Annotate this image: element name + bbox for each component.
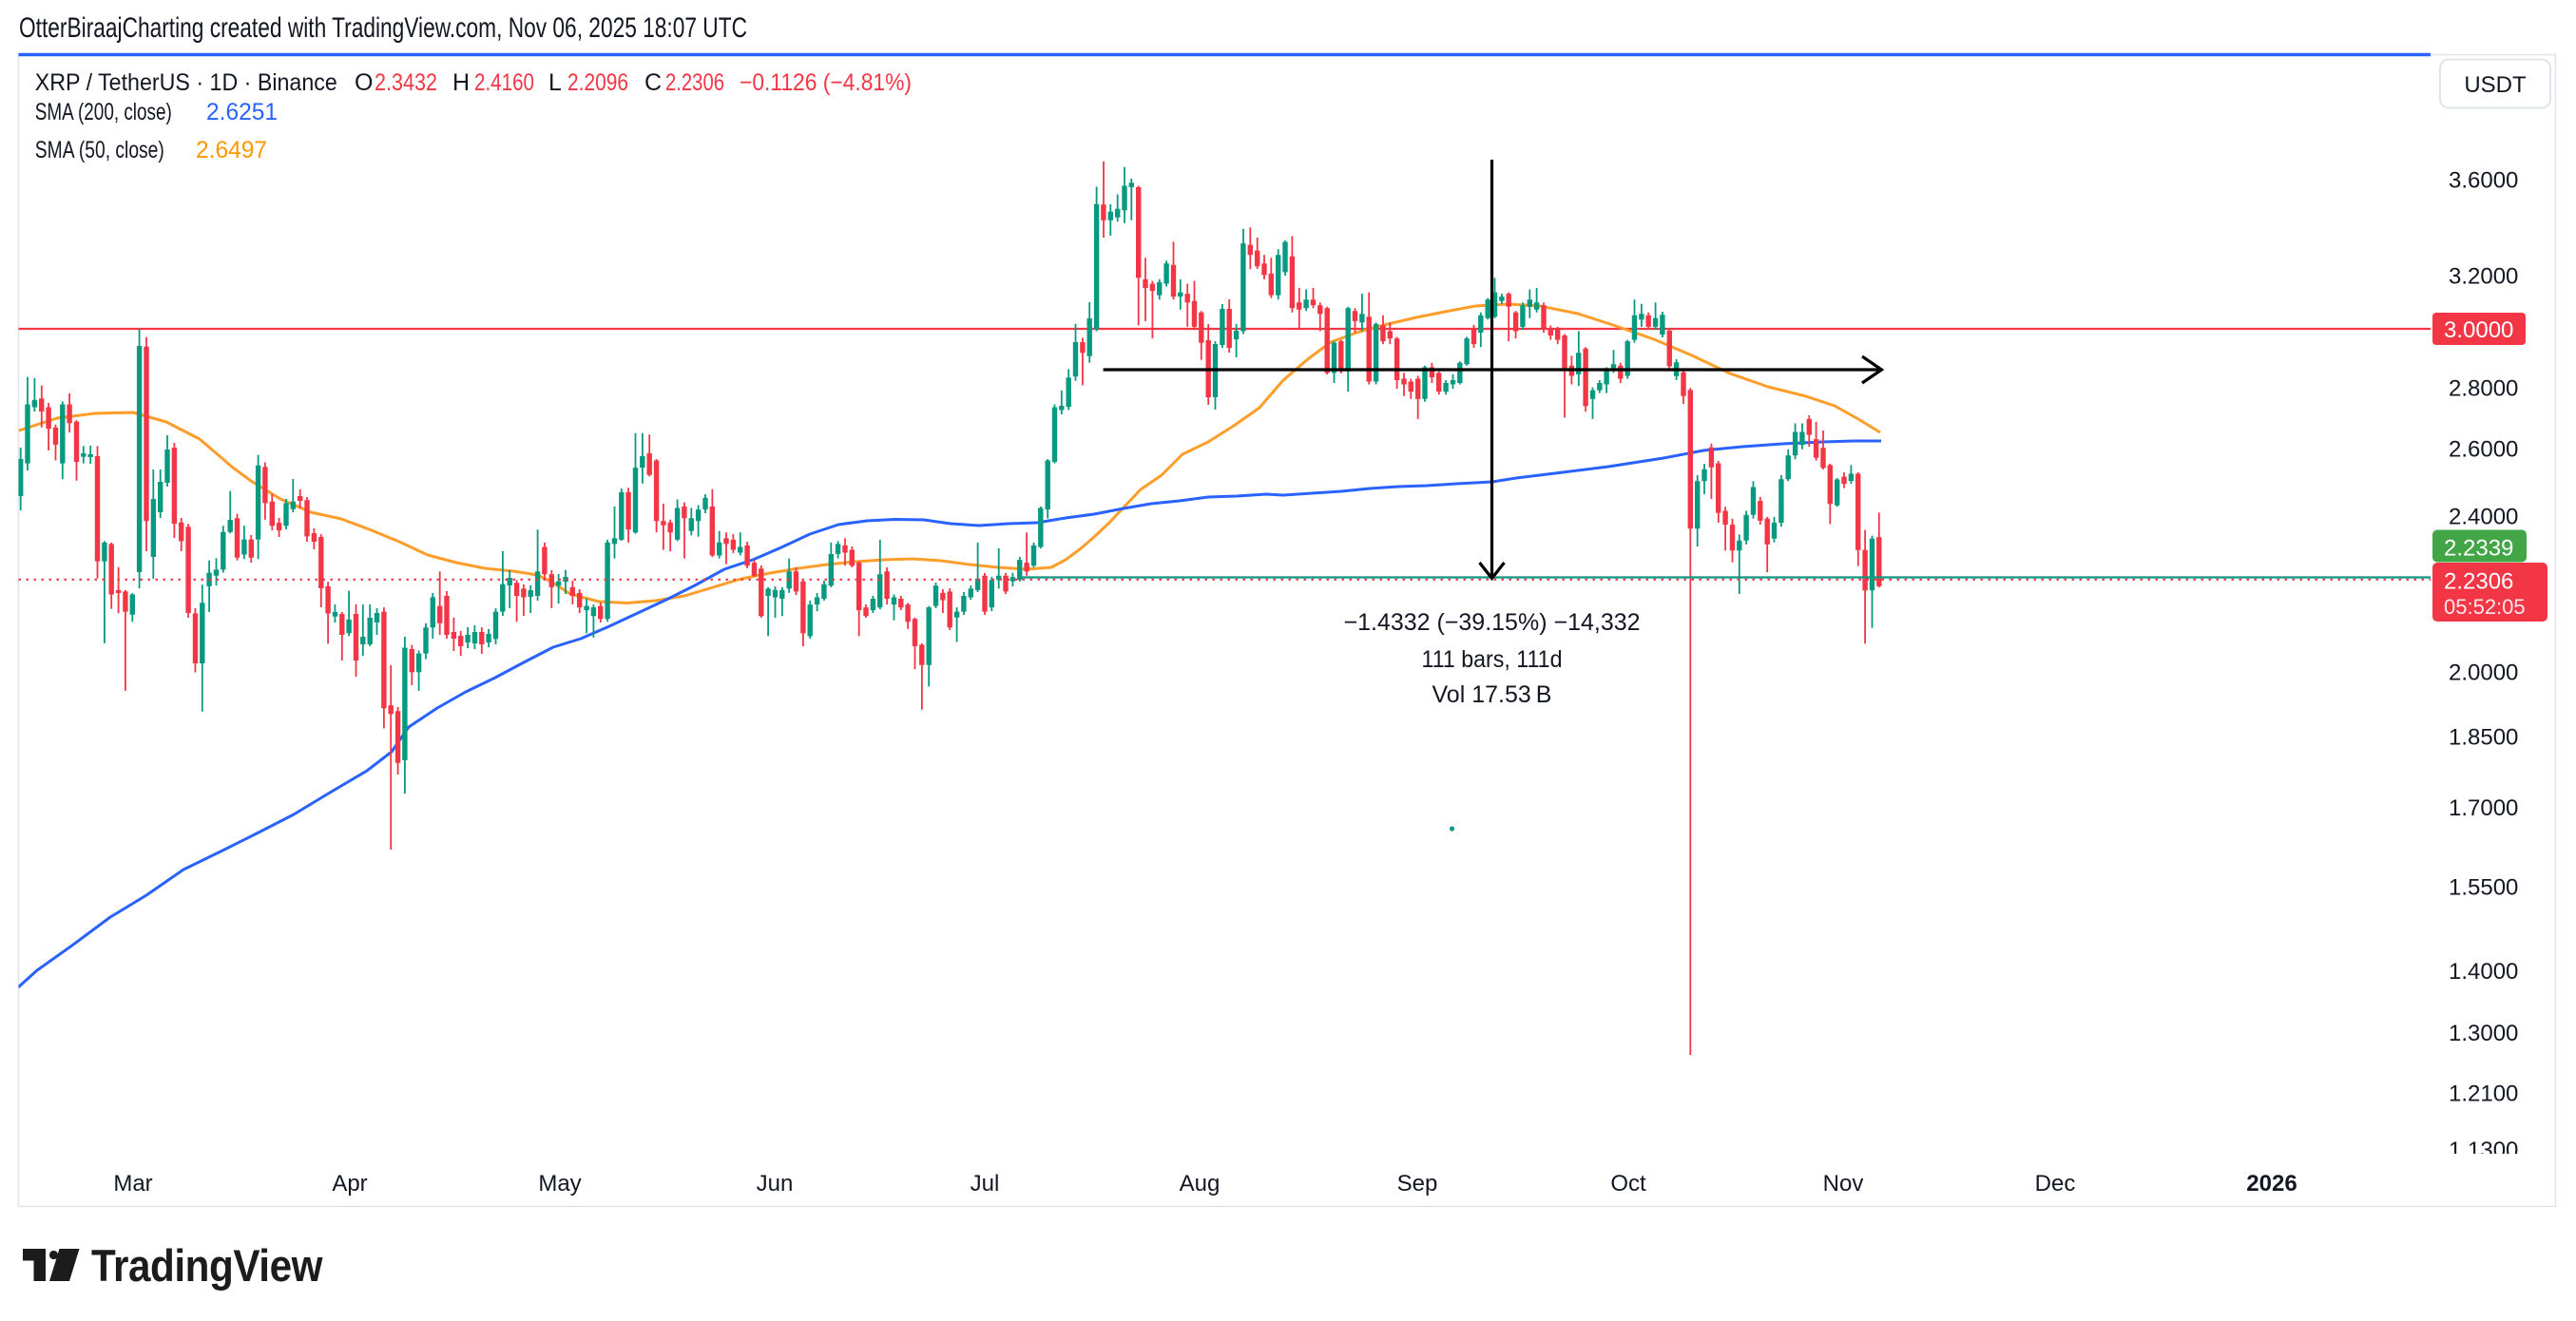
svg-text:2026: 2026 (2246, 1171, 2297, 1197)
svg-text:Vol 17.53 B: Vol 17.53 B (1432, 681, 1552, 708)
svg-text:−1.4332 (−39.15%) −14,332: −1.4332 (−39.15%) −14,332 (1343, 609, 1640, 636)
svg-text:1.2100: 1.2100 (2449, 1082, 2518, 1107)
svg-text:1.3000: 1.3000 (2449, 1021, 2518, 1046)
svg-text:OtterBiraajCharting created wi: OtterBiraajCharting created with Trading… (19, 12, 747, 44)
svg-text:2.2306: 2.2306 (2444, 569, 2513, 595)
svg-text:2.0000: 2.0000 (2449, 660, 2518, 686)
svg-text:3.6000: 3.6000 (2449, 168, 2518, 194)
svg-text:3.0000: 3.0000 (2444, 317, 2513, 343)
svg-text:1.1300: 1.1300 (2449, 1138, 2518, 1163)
svg-text:Mar: Mar (113, 1171, 152, 1197)
svg-text:111 bars, 111d: 111 bars, 111d (1422, 646, 1563, 673)
svg-text:Jul: Jul (971, 1171, 1000, 1197)
svg-text:USDT: USDT (2464, 72, 2527, 98)
svg-text:05:52:05: 05:52:05 (2444, 595, 2526, 619)
svg-text:Oct: Oct (1610, 1171, 1646, 1197)
svg-text:1.8500: 1.8500 (2449, 725, 2518, 751)
svg-text:Apr: Apr (332, 1171, 367, 1197)
svg-text:Sep: Sep (1397, 1171, 1438, 1197)
svg-text:Nov: Nov (1823, 1171, 1864, 1197)
svg-text:3.2000: 3.2000 (2449, 264, 2518, 290)
svg-text:Aug: Aug (1180, 1171, 1221, 1197)
svg-text:SMA (200, close)2.6251: SMA (200, close) 2.6251 (35, 99, 278, 125)
svg-text:2.8000: 2.8000 (2449, 376, 2518, 402)
svg-text:Dec: Dec (2035, 1171, 2076, 1197)
svg-text:2.4000: 2.4000 (2449, 505, 2518, 530)
svg-text:TradingView: TradingView (91, 1240, 323, 1291)
svg-text:Jun: Jun (757, 1171, 794, 1197)
svg-text:1.5500: 1.5500 (2449, 875, 2518, 901)
svg-text:1.7000: 1.7000 (2449, 795, 2518, 821)
svg-text:May: May (538, 1171, 581, 1197)
svg-text:SMA (50, close)2.6497: SMA (50, close) 2.6497 (35, 137, 267, 163)
svg-text:2.2339: 2.2339 (2444, 536, 2513, 562)
svg-text:2.6000: 2.6000 (2449, 437, 2518, 463)
svg-text:1.4000: 1.4000 (2449, 959, 2518, 985)
